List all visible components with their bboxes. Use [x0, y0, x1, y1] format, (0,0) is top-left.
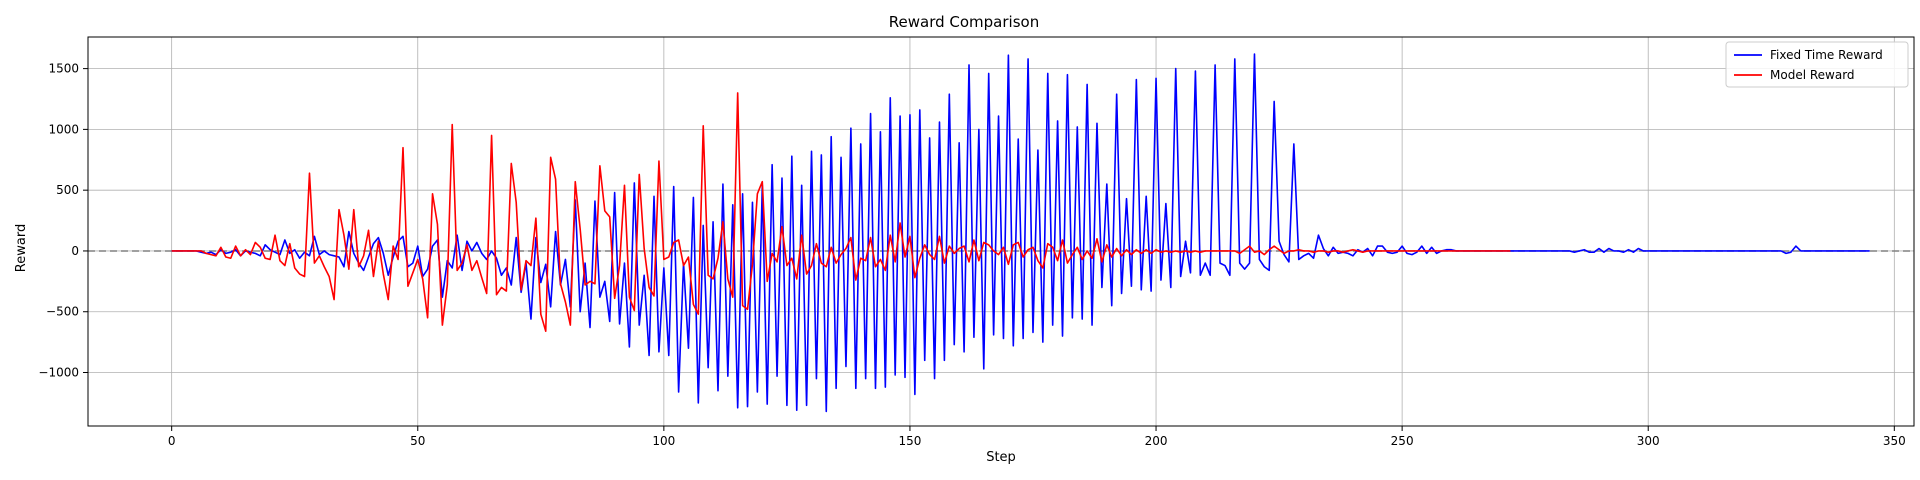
- legend-label-fixed-time-reward: Fixed Time Reward: [1770, 48, 1883, 62]
- y-tick-label-1000: 1000: [48, 122, 79, 136]
- y-tick-label--1000: −1000: [38, 366, 79, 380]
- x-tick-label-200: 200: [1145, 434, 1168, 448]
- legend-box: [1725, 41, 1909, 88]
- x-axis-ticks: 0 50 100 150 200 250 300 350: [168, 426, 1906, 448]
- series-group: [171, 53, 1870, 413]
- plot-frame: [87, 36, 1915, 427]
- x-tick-label-100: 100: [652, 434, 675, 448]
- series-line-fixed-time-reward: [171, 53, 1870, 413]
- x-tick-label-50: 50: [410, 434, 425, 448]
- y-tick-label-0: 0: [71, 244, 79, 258]
- y-axis-label: Reward: [14, 224, 29, 272]
- x-tick-label-250: 250: [1391, 434, 1414, 448]
- chart-title: Reward Comparison: [889, 13, 1039, 31]
- y-tick-label--500: −500: [46, 305, 79, 319]
- x-tick-label-0: 0: [168, 434, 176, 448]
- x-axis-label: Step: [986, 450, 1016, 465]
- y-axis-ticks: −1000 −500 0 500 1000 1500: [38, 62, 88, 380]
- legend-label-model-reward: Model Reward: [1770, 68, 1855, 82]
- y-tick-label-1500: 1500: [48, 62, 79, 76]
- legend: Fixed Time Reward Model Reward: [1725, 41, 1909, 88]
- x-tick-label-300: 300: [1637, 434, 1660, 448]
- x-tick-label-150: 150: [898, 434, 921, 448]
- x-tick-label-350: 350: [1883, 434, 1906, 448]
- series-line-model-reward: [171, 92, 1511, 332]
- y-tick-label-500: 500: [56, 183, 79, 197]
